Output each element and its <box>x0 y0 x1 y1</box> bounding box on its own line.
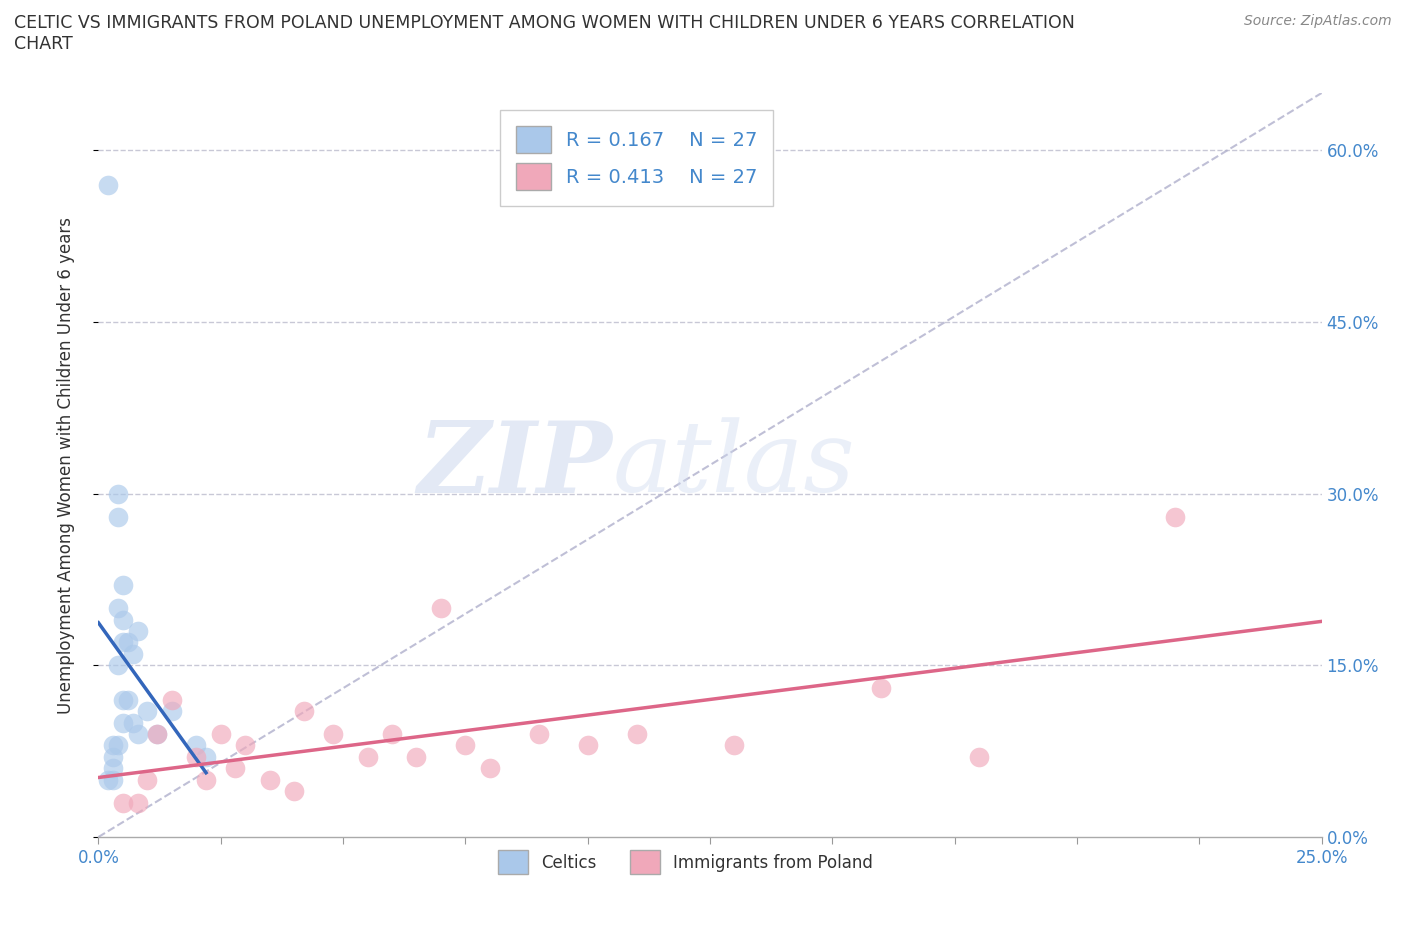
Point <box>527 726 550 741</box>
Y-axis label: Unemployment Among Women with Children Under 6 years: Unemployment Among Women with Children U… <box>56 217 75 713</box>
Point <box>111 715 134 730</box>
Point <box>160 692 183 707</box>
Point <box>195 750 218 764</box>
Point <box>233 738 256 753</box>
Point <box>146 726 169 741</box>
Point <box>111 635 134 650</box>
Point <box>967 750 990 764</box>
Point <box>101 772 124 787</box>
Point <box>224 761 246 776</box>
Point <box>454 738 477 753</box>
Point <box>292 704 315 719</box>
Point <box>111 795 134 810</box>
Point <box>111 692 134 707</box>
Point <box>136 704 159 719</box>
Point <box>626 726 648 741</box>
Point <box>127 726 149 741</box>
Point <box>127 795 149 810</box>
Point <box>160 704 183 719</box>
Point <box>1164 509 1187 524</box>
Point <box>356 750 378 764</box>
Point <box>322 726 344 741</box>
Point <box>259 772 281 787</box>
Point <box>117 635 139 650</box>
Point <box>107 486 129 501</box>
Point <box>283 784 305 799</box>
Point <box>121 646 143 661</box>
Point <box>101 750 124 764</box>
Point <box>101 738 124 753</box>
Point <box>97 772 120 787</box>
Text: atlas: atlas <box>612 418 855 512</box>
Text: CHART: CHART <box>14 35 73 53</box>
Point <box>381 726 404 741</box>
Point <box>723 738 745 753</box>
Point <box>127 623 149 638</box>
Point <box>107 509 129 524</box>
Point <box>186 750 208 764</box>
Point <box>111 578 134 592</box>
Point <box>97 177 120 192</box>
Point <box>146 726 169 741</box>
Point <box>576 738 599 753</box>
Point <box>107 601 129 616</box>
Point <box>186 738 208 753</box>
Text: ZIP: ZIP <box>418 417 612 513</box>
Point <box>107 738 129 753</box>
Point <box>478 761 501 776</box>
Text: CELTIC VS IMMIGRANTS FROM POLAND UNEMPLOYMENT AMONG WOMEN WITH CHILDREN UNDER 6 : CELTIC VS IMMIGRANTS FROM POLAND UNEMPLO… <box>14 14 1076 32</box>
Point <box>209 726 232 741</box>
Point <box>107 658 129 672</box>
Point <box>101 761 124 776</box>
Point <box>405 750 427 764</box>
Point <box>870 681 893 696</box>
Point <box>117 692 139 707</box>
Point <box>430 601 453 616</box>
Point <box>195 772 218 787</box>
Legend: Celtics, Immigrants from Poland: Celtics, Immigrants from Poland <box>491 844 880 881</box>
Point <box>111 612 134 627</box>
Point <box>136 772 159 787</box>
Point <box>121 715 143 730</box>
Text: Source: ZipAtlas.com: Source: ZipAtlas.com <box>1244 14 1392 28</box>
